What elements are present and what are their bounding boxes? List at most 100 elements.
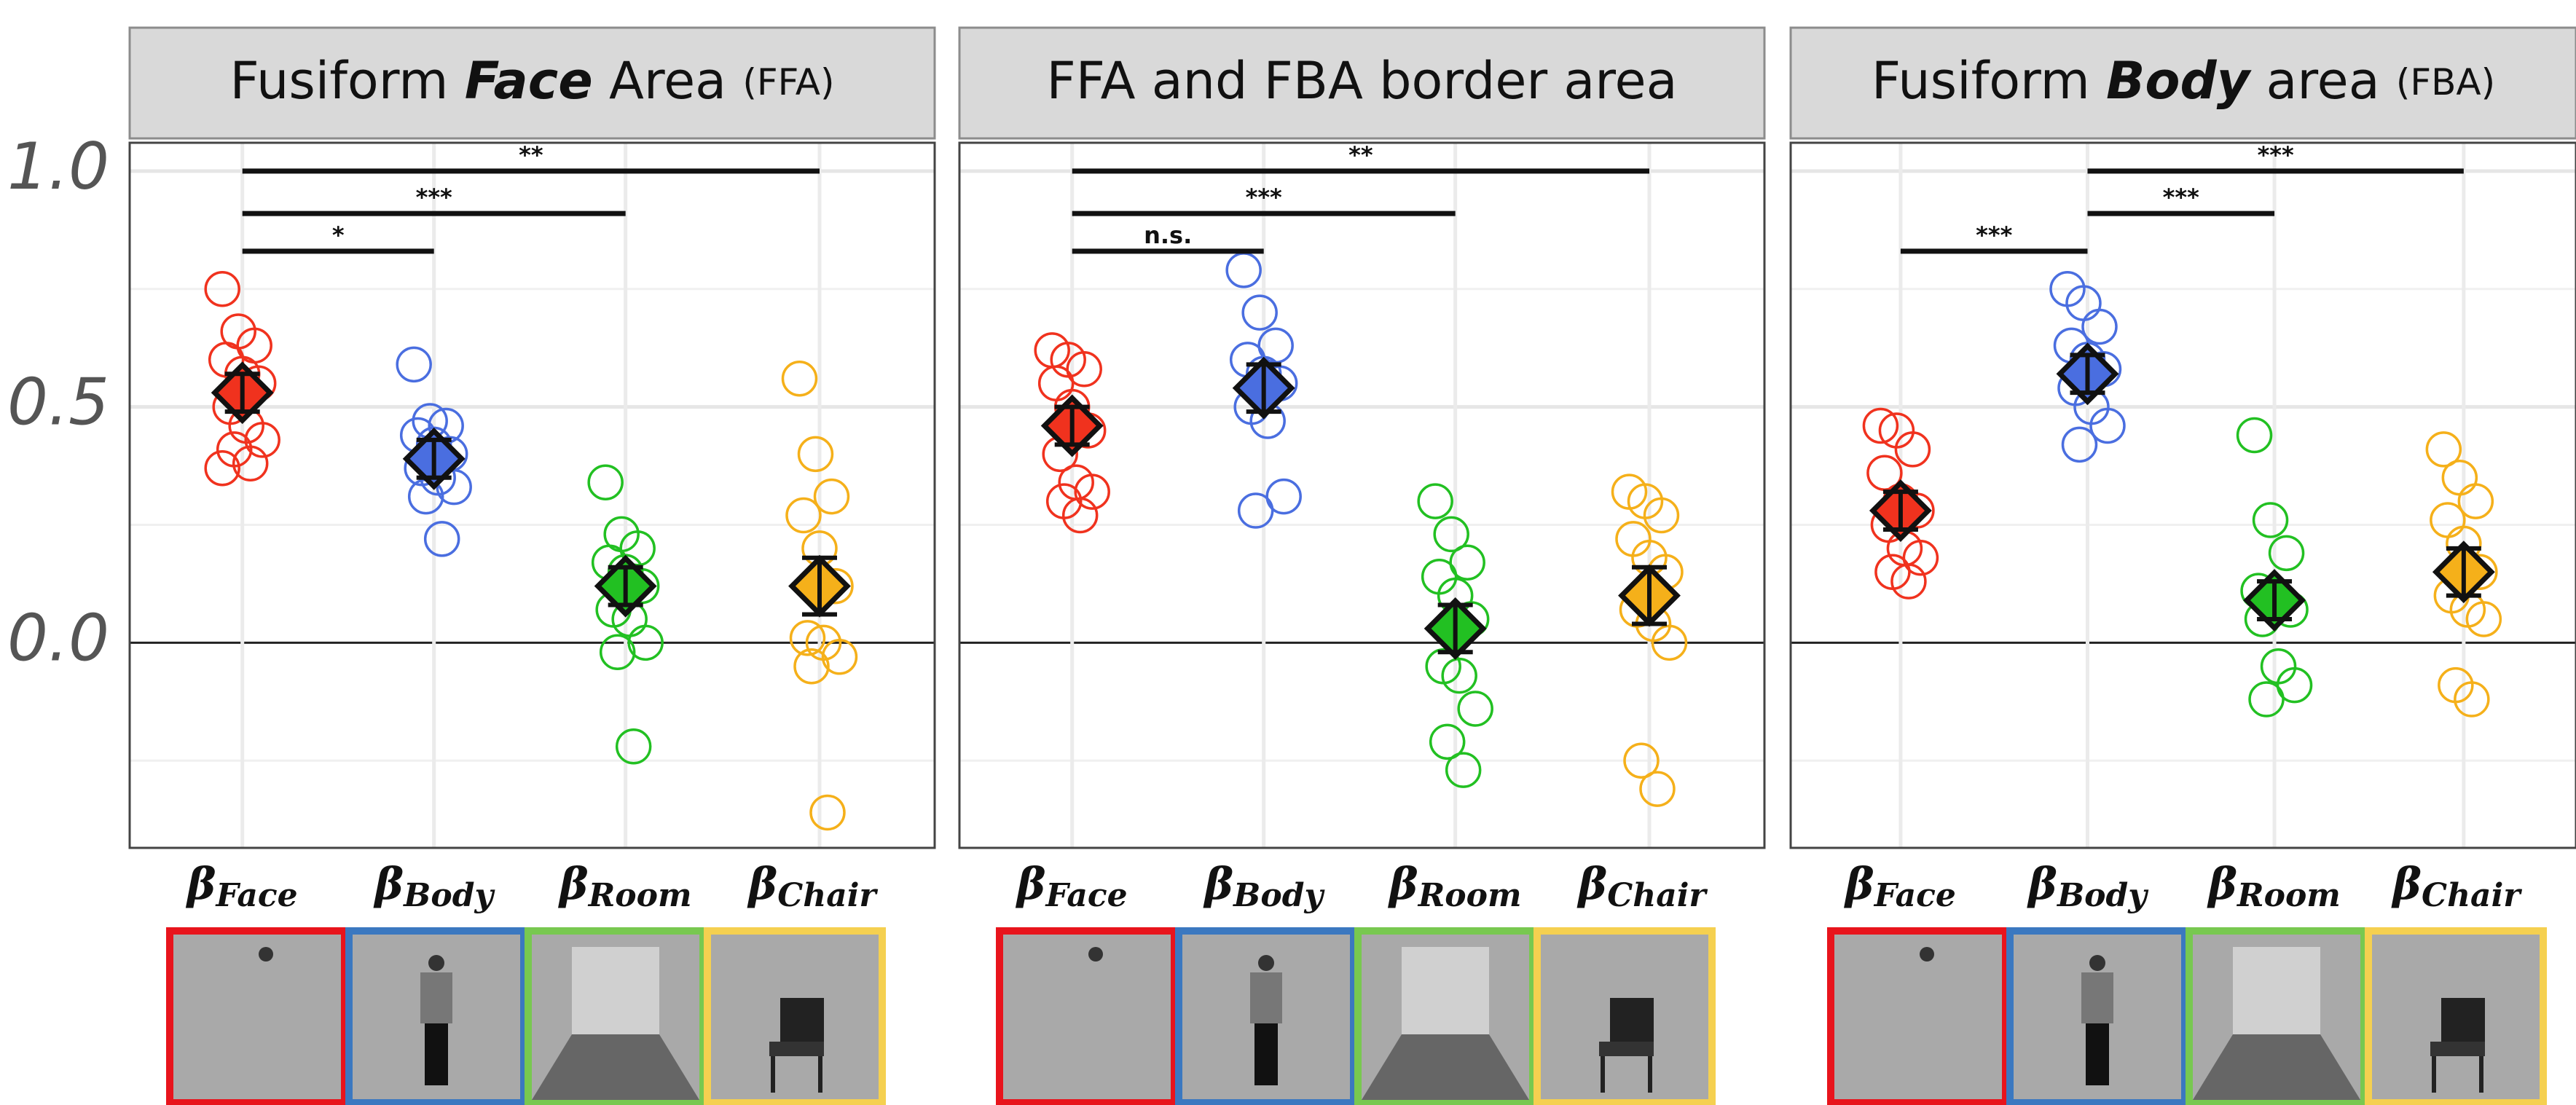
- category-subscript: Room: [587, 877, 692, 914]
- data-point: [2252, 502, 2289, 538]
- category-symbol: β: [2207, 859, 2237, 910]
- category-subscript: Room: [2236, 877, 2341, 914]
- error-bar: [416, 437, 452, 480]
- data-point: [1457, 691, 1493, 727]
- x-tick-label: βBody: [373, 859, 495, 914]
- data-point: [1061, 497, 1099, 534]
- data-point: [1623, 742, 1660, 779]
- data-point: [1449, 544, 1485, 581]
- data-point: [1241, 294, 1278, 331]
- title-part: (FBA): [2396, 61, 2495, 103]
- head: [2089, 955, 2105, 971]
- legs: [425, 1023, 448, 1085]
- significance-label: n.s.: [1144, 221, 1192, 249]
- data-point: [1066, 351, 1102, 388]
- title-part: Fusiform: [1872, 51, 2106, 111]
- panel-title: Fusiform Face Area (FFA): [230, 51, 835, 111]
- data-point: [2268, 535, 2305, 572]
- chair-back: [1610, 998, 1654, 1042]
- face-icon: [1088, 947, 1103, 962]
- image-frame: [166, 927, 348, 1105]
- significance-label: **: [1348, 141, 1373, 169]
- category-subscript: Face: [1045, 877, 1128, 914]
- data-point: [2081, 308, 2118, 345]
- x-tick-label: βRoom: [558, 859, 692, 914]
- x-tick-label: βBody: [1203, 859, 1325, 914]
- data-point: [423, 521, 460, 557]
- data-point: [396, 346, 432, 383]
- data-point: [785, 497, 822, 534]
- data-point: [436, 468, 472, 506]
- category-symbol: β: [1576, 859, 1607, 910]
- category-symbol: β: [1016, 859, 1046, 910]
- stimulus-image: [1534, 927, 1716, 1105]
- title-part: Area: [593, 51, 743, 111]
- data-point: [1265, 478, 1302, 515]
- category-subscript: Face: [1873, 877, 1956, 914]
- floor: [2193, 1034, 2360, 1100]
- category-symbol: β: [2027, 859, 2057, 910]
- head: [1258, 955, 1274, 971]
- category-subscript: Room: [1417, 877, 1522, 914]
- image-frame: [996, 927, 1178, 1105]
- data-point: [1902, 540, 1939, 576]
- panel-header: [958, 26, 1766, 140]
- data-point: [813, 478, 850, 515]
- data-point: [1639, 771, 1676, 807]
- image-frame: [1827, 927, 2009, 1105]
- category-symbol: β: [373, 859, 404, 910]
- category-symbol: β: [2391, 859, 2422, 910]
- torso: [420, 972, 452, 1023]
- legs: [1254, 1023, 1278, 1085]
- stimulus-image: [2006, 927, 2188, 1105]
- floor: [1362, 1034, 1529, 1100]
- title-part: (FFA): [742, 61, 834, 103]
- chair-back: [2441, 998, 2485, 1042]
- data-point: [1441, 657, 1477, 694]
- plot-border: [1789, 141, 2576, 849]
- data-point: [2465, 601, 2502, 637]
- stimulus-image: [345, 927, 527, 1105]
- data-point: [1433, 516, 1469, 553]
- data-point: [599, 634, 636, 671]
- chair-seat: [1599, 1042, 1654, 1056]
- face-icon: [259, 947, 273, 962]
- stimulus-image: [704, 927, 886, 1105]
- error-bar: [1882, 489, 1918, 532]
- chair-legs: [2432, 1056, 2483, 1093]
- stimulus-image: [166, 927, 348, 1105]
- category-symbol: β: [558, 859, 589, 910]
- data-point: [809, 794, 846, 831]
- error-bar: [608, 565, 643, 607]
- error-bar: [1246, 362, 1281, 414]
- data-point: [1890, 563, 1927, 599]
- significance-label: *: [332, 221, 345, 249]
- error-bar: [1631, 565, 1667, 626]
- title-part: Body: [2106, 51, 2253, 111]
- x-tick-label: βRoom: [1388, 859, 1522, 914]
- data-point: [1651, 624, 1688, 661]
- stimulus-image: [1354, 927, 1536, 1105]
- head: [428, 955, 444, 971]
- chair-seat: [2430, 1042, 2485, 1056]
- chair-seat: [769, 1042, 824, 1056]
- torso: [1250, 972, 1282, 1023]
- x-tick-label: βChair: [2391, 859, 2522, 914]
- data-point: [627, 624, 664, 661]
- floor: [532, 1034, 699, 1100]
- torso: [2081, 972, 2113, 1023]
- data-point: [2425, 431, 2462, 468]
- title-part: FFA and FBA border area: [1046, 51, 1677, 111]
- significance-label: ***: [416, 184, 452, 211]
- data-point: [1429, 723, 1466, 760]
- y-tick-label: 0.5: [7, 365, 109, 440]
- x-tick-label: βFace: [1844, 859, 1956, 914]
- data-point: [1643, 497, 1680, 534]
- category-subscript: Chair: [777, 877, 878, 914]
- panel-title: FFA and FBA border area: [1046, 51, 1677, 111]
- category-symbol: β: [1388, 859, 1418, 910]
- plot-border: [128, 141, 936, 849]
- error-bar: [801, 555, 837, 617]
- x-tick-label: βChair: [747, 859, 878, 914]
